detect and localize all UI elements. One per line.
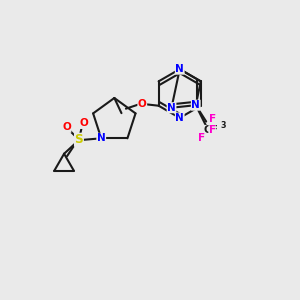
Text: 3: 3 bbox=[220, 122, 226, 130]
Text: F: F bbox=[208, 125, 216, 135]
Text: O: O bbox=[79, 118, 88, 128]
Text: N: N bbox=[167, 103, 176, 113]
Text: F: F bbox=[208, 114, 216, 124]
Text: N: N bbox=[191, 100, 200, 110]
Text: F: F bbox=[197, 133, 205, 143]
Text: CF: CF bbox=[203, 125, 218, 135]
Text: S: S bbox=[75, 133, 83, 146]
Text: N: N bbox=[175, 64, 184, 74]
Text: O: O bbox=[62, 122, 71, 132]
Text: N: N bbox=[175, 113, 184, 123]
Text: N: N bbox=[97, 133, 106, 143]
Text: O: O bbox=[138, 99, 147, 109]
